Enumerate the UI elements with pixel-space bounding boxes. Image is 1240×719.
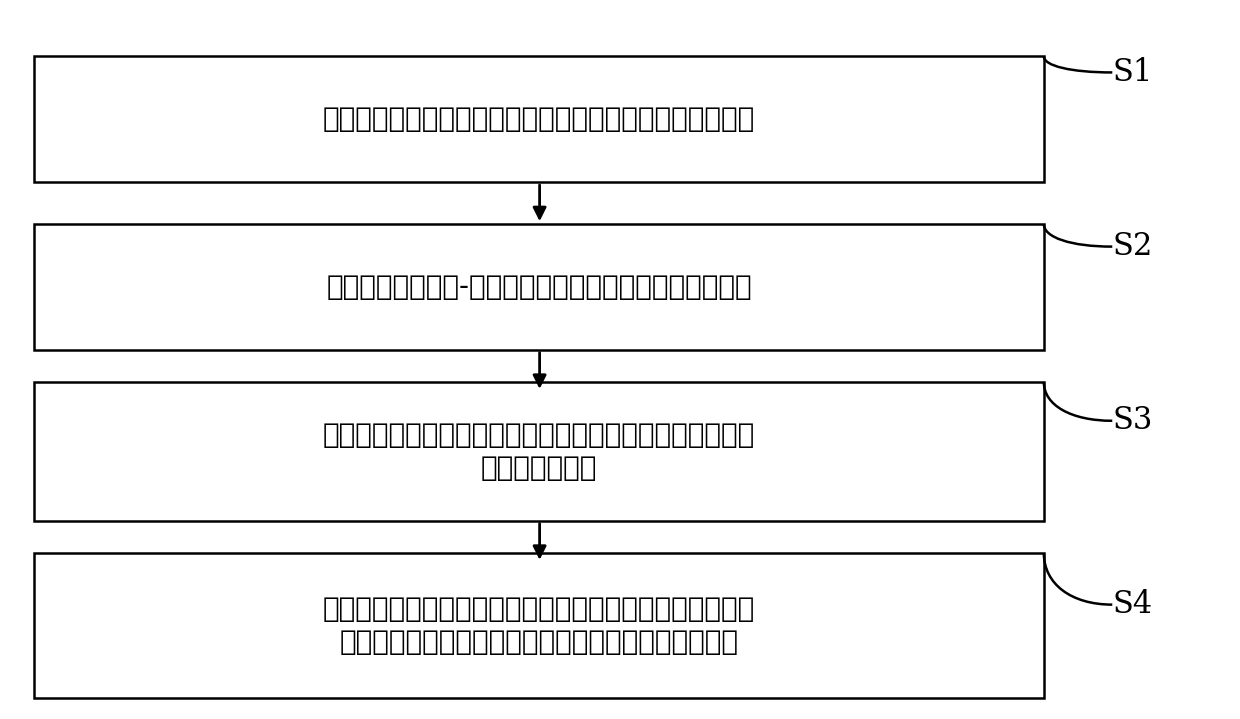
FancyBboxPatch shape	[35, 56, 1044, 182]
Text: S2: S2	[1112, 231, 1153, 262]
Text: 将渣浆输送至硫酸-醋酸混合液中进行酸化处理，得到料浆: 将渣浆输送至硫酸-醋酸混合液中进行酸化处理，得到料浆	[326, 273, 751, 301]
Text: S1: S1	[1112, 57, 1153, 88]
Text: S3: S3	[1112, 406, 1153, 436]
Text: 将含六价铬废渣或六价铬污染土壤进行湿磨处理，得到渣浆: 将含六价铬废渣或六价铬污染土壤进行湿磨处理，得到渣浆	[322, 105, 755, 133]
Text: S4: S4	[1112, 589, 1152, 620]
Text: 将料浆输送至还原剂溶液中进行还原反应，使料浆中的六价
铬转化为三价铬: 将料浆输送至还原剂溶液中进行还原反应，使料浆中的六价 铬转化为三价铬	[322, 421, 755, 482]
Text: 将还原反应后的三价铬料浆进行固液分离，分离后的滤液部
分循环用于酸化处理，分离后的滤饼进行外部养护处理: 将还原反应后的三价铬料浆进行固液分离，分离后的滤液部 分循环用于酸化处理，分离后…	[322, 595, 755, 656]
FancyBboxPatch shape	[35, 382, 1044, 521]
FancyBboxPatch shape	[35, 224, 1044, 350]
FancyBboxPatch shape	[35, 553, 1044, 698]
